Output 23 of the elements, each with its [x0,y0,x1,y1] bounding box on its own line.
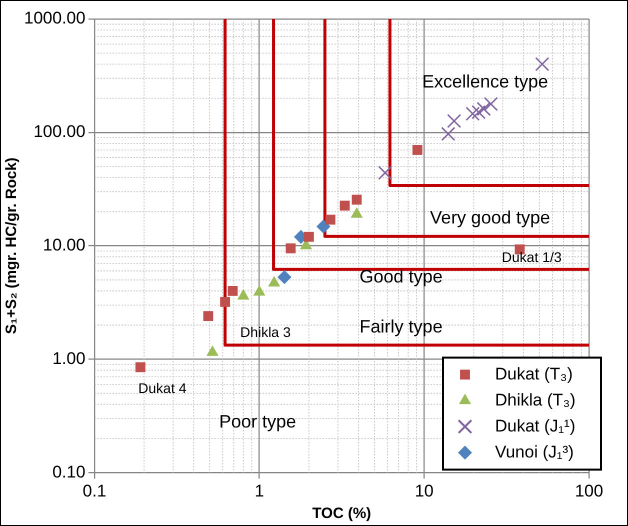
y-tick-label: 1000.00 [24,8,86,28]
annotation: Excellence type [422,71,548,92]
legend-label: Vunoi (J₁³) [495,442,574,462]
x-tick-label: 10 [414,481,434,500]
y-tick-label: 0.10 [52,462,86,482]
annotation: Fairly type [360,316,443,336]
y-tick-label: 100.00 [33,122,86,142]
legend-label: Dukat (T₃) [495,364,573,384]
annotation: Dhikla 3 [240,324,291,340]
annotation: Very good type [430,208,550,228]
x-tick-label: 0.1 [82,481,106,500]
y-axis-title: S₁+S₂ (mgr. HC/gr. Rock) [3,157,20,334]
x-axis-title: TOC (%) [312,505,372,522]
y-tick-label: 1.00 [52,348,86,368]
annotation: Good type [360,266,443,287]
annotation: Poor type [219,412,296,432]
annotation: Dukat 1/3 [502,249,562,266]
x-tick-label: 1 [254,481,264,500]
y-tick-label: 10.00 [42,235,86,254]
annotation: Dukat 4 [138,380,187,396]
legend-label: Dhikla (T₃) [495,390,576,410]
x-tick-label: 100 [574,481,604,500]
legend-label: Dukat (J₁¹) [495,416,576,436]
